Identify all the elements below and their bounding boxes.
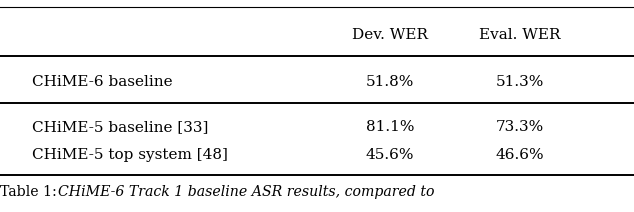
- Text: Dev. WER: Dev. WER: [352, 28, 428, 42]
- Text: 51.8%: 51.8%: [366, 75, 414, 89]
- Text: Table 1:: Table 1:: [0, 185, 61, 199]
- Text: 51.3%: 51.3%: [496, 75, 544, 89]
- Text: Eval. WER: Eval. WER: [479, 28, 560, 42]
- Text: CHiME-5 top system [48]: CHiME-5 top system [48]: [32, 148, 228, 162]
- Text: 45.6%: 45.6%: [366, 148, 414, 162]
- Text: 81.1%: 81.1%: [366, 120, 414, 134]
- Text: CHiME-5 baseline [33]: CHiME-5 baseline [33]: [32, 120, 208, 134]
- Text: CHiME-6 baseline: CHiME-6 baseline: [32, 75, 172, 89]
- Text: CHiME-6 Track 1 baseline ASR results, compared to: CHiME-6 Track 1 baseline ASR results, co…: [58, 185, 435, 199]
- Text: 73.3%: 73.3%: [496, 120, 544, 134]
- Text: 46.6%: 46.6%: [496, 148, 544, 162]
